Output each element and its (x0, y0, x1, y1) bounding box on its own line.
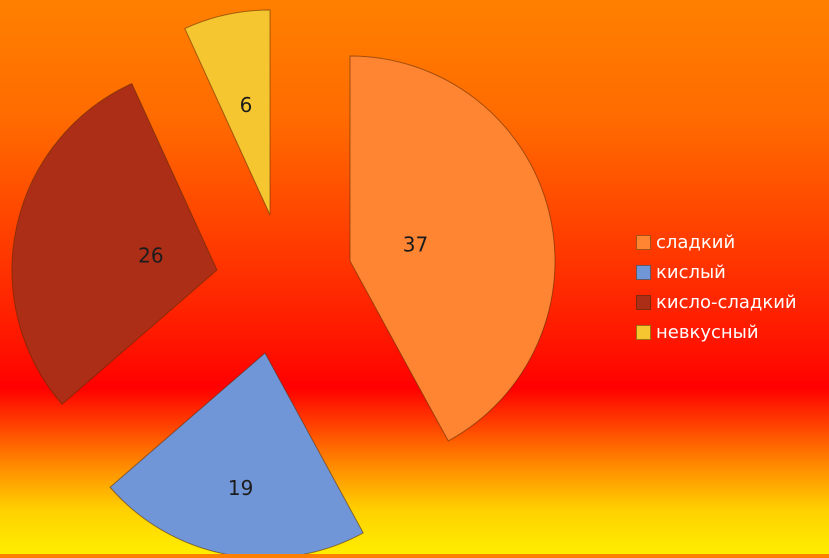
legend-swatch-3 (636, 294, 651, 310)
legend-label-2: кислый (656, 261, 726, 283)
legend-swatch-1 (636, 234, 651, 250)
slice-data-label-2: 19 (228, 476, 253, 500)
legend-swatch-2 (636, 264, 651, 280)
chart-legend: сладкий кислый кисло-сладкий невкусный (636, 227, 829, 347)
slice-data-label-3: 26 (138, 244, 163, 268)
legend-item-1: сладкий (636, 227, 829, 257)
legend-swatch-4 (636, 324, 651, 340)
legend-label-3: кисло-сладкий (656, 291, 797, 313)
legend-item-3: кисло-сладкий (636, 287, 829, 317)
legend-item-2: кислый (636, 257, 829, 287)
slice-data-label-1: 37 (403, 232, 428, 256)
pie-slice-4 (184, 9, 271, 216)
legend-item-4: невкусный (636, 317, 829, 347)
legend-label-4: невкусный (656, 321, 759, 343)
pie-slice-1 (349, 55, 556, 442)
slice-data-label-4: 6 (240, 93, 253, 117)
legend-label-1: сладкий (656, 231, 736, 253)
pie-slice-2 (109, 352, 364, 558)
pie-slice-3 (11, 82, 218, 405)
